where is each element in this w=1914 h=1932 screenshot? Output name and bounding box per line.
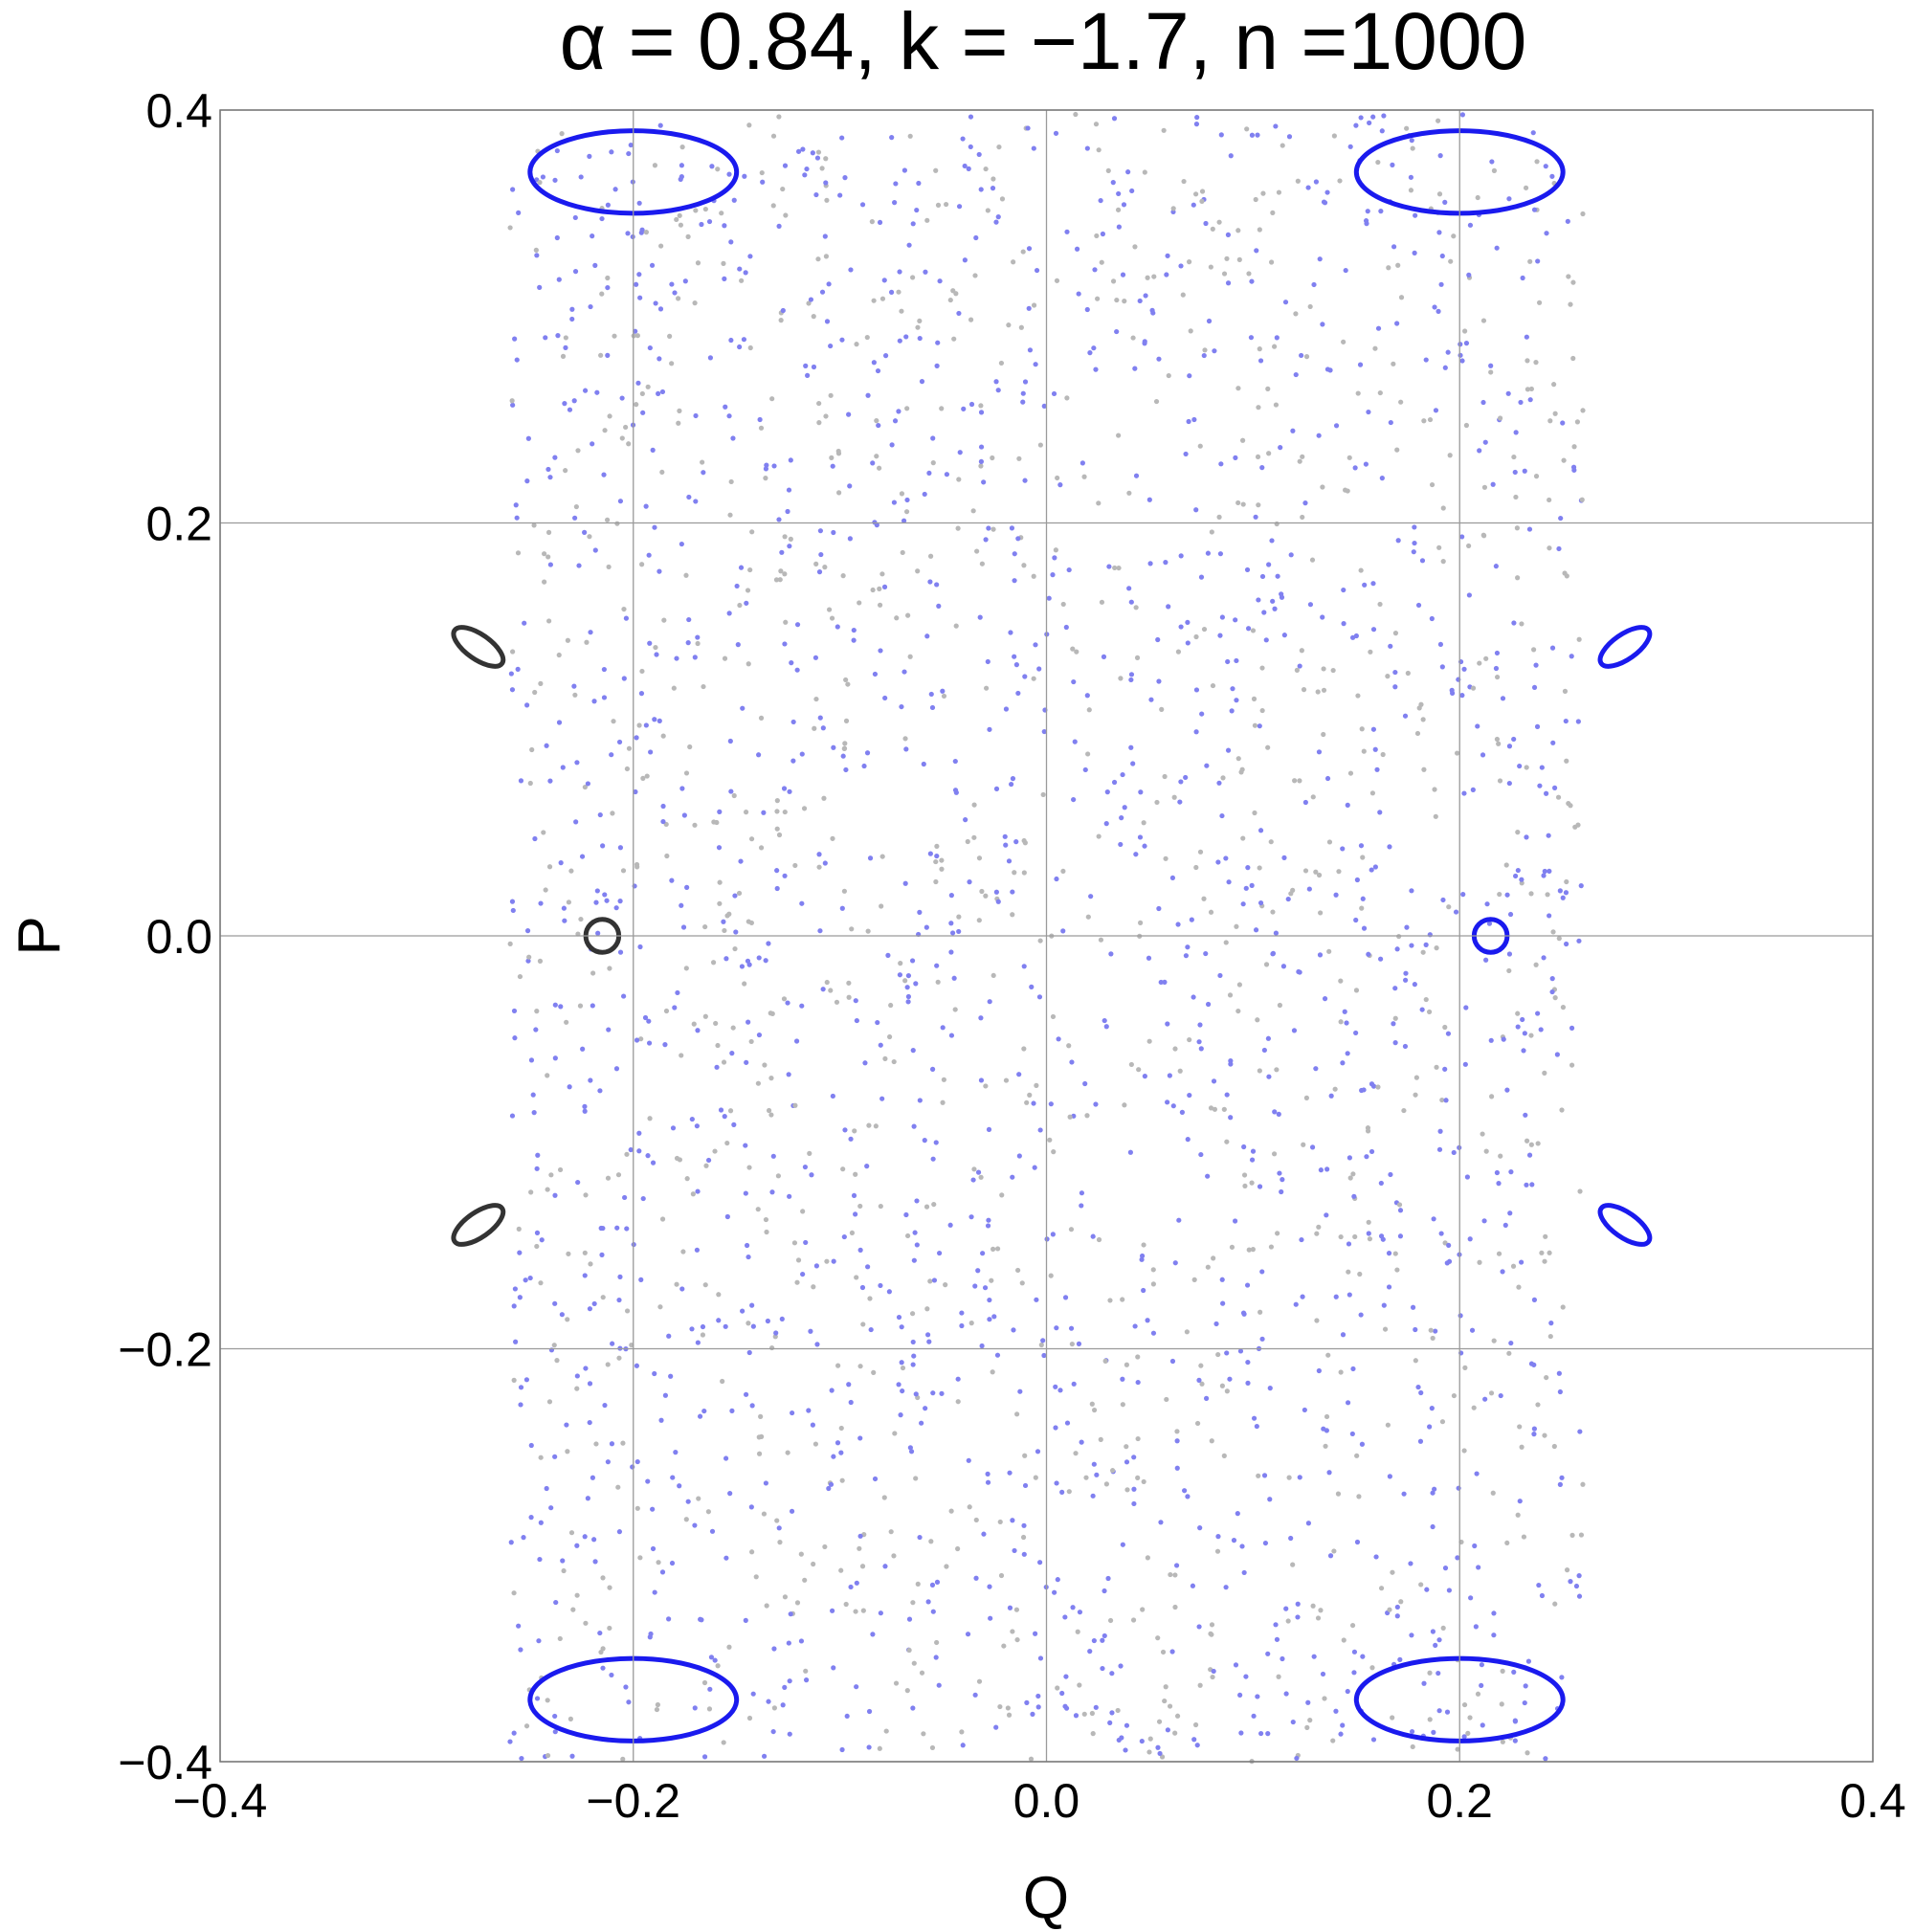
plot-frame — [219, 109, 1874, 1763]
island-orbit-3 — [1597, 1203, 1653, 1247]
x-tick-label-3: 0.2 — [1426, 1774, 1493, 1828]
y-tick-label-1: −0.2 — [118, 1323, 212, 1377]
chart-title: α = 0.84, k = −1.7, n =1000 — [560, 0, 1527, 86]
chaotic-sea-dots — [507, 111, 1586, 1765]
y-tick-label-2: 0.0 — [145, 910, 212, 964]
island-orbit-4 — [451, 625, 506, 669]
y-tick-label-3: 0.2 — [145, 498, 212, 551]
x-axis-title: Q — [1023, 1865, 1069, 1931]
island-orbit-5 — [451, 1203, 506, 1247]
data-layer — [451, 111, 1653, 1765]
grid — [219, 109, 1874, 1763]
y-tick-label-0: −0.4 — [118, 1736, 212, 1789]
x-tick-label-1: −0.2 — [586, 1774, 680, 1828]
tick-labels: −0.4 −0.2 0.0 0.2 0.4 −0.4 −0.2 0.0 0.2 0.4 — [118, 84, 1905, 1828]
x-tick-label-0: −0.4 — [173, 1774, 268, 1828]
island-orbit-2 — [1597, 625, 1653, 669]
x-tick-label-4: 0.4 — [1839, 1774, 1906, 1828]
y-axis-title: P — [7, 916, 73, 955]
x-tick-label-2: 0.0 — [1013, 1774, 1080, 1828]
y-tick-label-4: 0.4 — [145, 84, 212, 138]
